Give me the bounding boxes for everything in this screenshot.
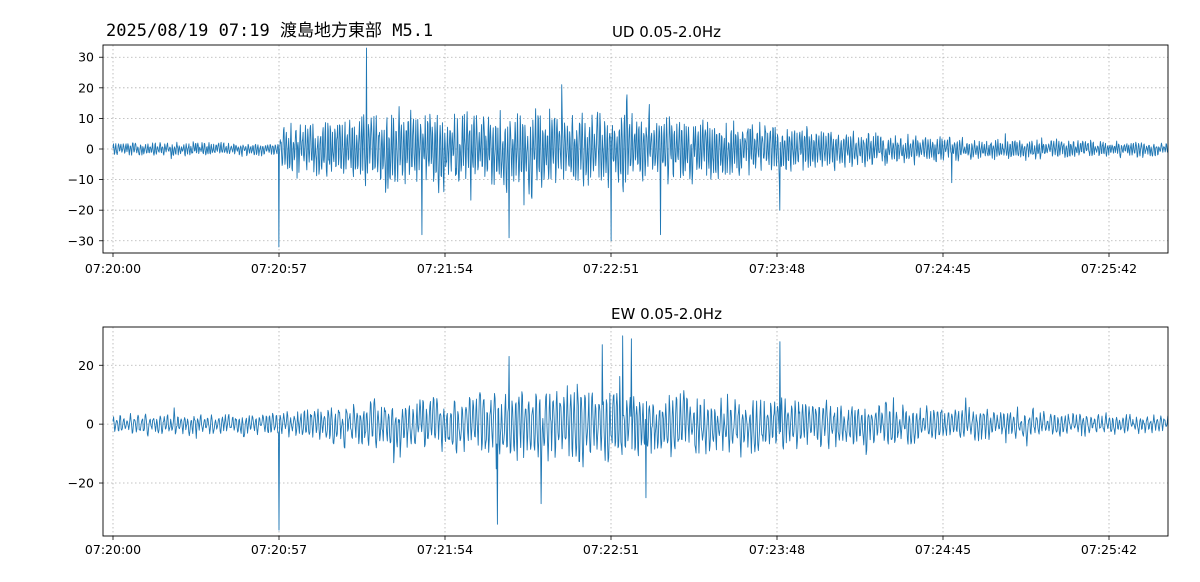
x-tick-label: 07:20:00: [85, 542, 141, 557]
x-tick-label: 07:25:42: [1081, 542, 1137, 557]
chart-suptitle: 2025/08/19 07:19 渡島地方東部 M5.1: [106, 21, 434, 41]
ew-panel: EW 0.05-2.0Hz 07:20:00 07:20:57 07:21:54 07:…: [68, 305, 1169, 557]
ew-waveform-line: [112, 335, 1168, 531]
ud-panel-title: UD 0.05-2.0Hz: [612, 23, 721, 41]
ud-axes-frame: [102, 44, 1169, 254]
x-tick-label: 07:24:45: [915, 261, 971, 276]
ew-panel-title: EW 0.05-2.0Hz: [611, 305, 722, 323]
x-tick-label: 07:22:51: [583, 542, 639, 557]
x-tick-label: 07:21:54: [417, 261, 473, 276]
ew-axes-frame: [102, 326, 1169, 537]
x-tick-label: 07:21:54: [417, 542, 473, 557]
y-tick-label: −10: [68, 172, 94, 187]
y-tick-label: −20: [68, 476, 94, 491]
y-tick-label: 0: [86, 417, 94, 432]
ud-waveform-line: [112, 47, 1168, 248]
y-tick-label: 10: [78, 111, 94, 126]
x-tick-label: 07:20:00: [85, 261, 141, 276]
y-tick-label: 20: [78, 358, 94, 373]
y-tick-label: 30: [78, 50, 94, 65]
ud-panel: UD 0.05-2.0Hz 07:20:00 07:20:57 07:21:54 07:…: [68, 23, 1169, 276]
x-tick-label: 07:22:51: [583, 261, 639, 276]
x-tick-label: 07:20:57: [251, 542, 307, 557]
y-tick-label: −20: [68, 203, 94, 218]
x-tick-label: 07:24:45: [915, 542, 971, 557]
x-tick-label: 07:25:42: [1081, 261, 1137, 276]
y-tick-label: 20: [78, 80, 94, 95]
y-tick-label: −30: [68, 233, 94, 248]
y-tick-label: 0: [86, 142, 94, 157]
x-tick-label: 07:23:48: [749, 542, 805, 557]
x-tick-label: 07:20:57: [251, 261, 307, 276]
x-tick-label: 07:23:48: [749, 261, 805, 276]
